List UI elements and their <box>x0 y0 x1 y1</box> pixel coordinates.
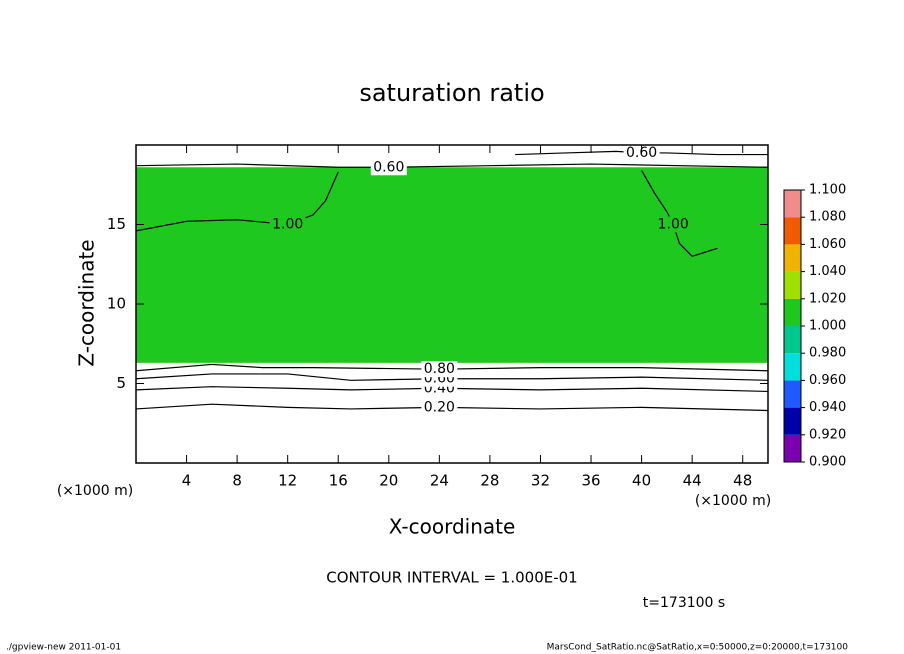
colorbar-label: 1.040 <box>809 264 846 279</box>
colorbar-label: 0.920 <box>809 427 846 442</box>
colorbar-label: 0.980 <box>809 346 846 361</box>
colorbar-label: 1.100 <box>809 183 846 198</box>
contour-line <box>135 363 769 372</box>
chart-title: saturation ratio <box>359 79 544 107</box>
x-tick-label: 40 <box>632 472 651 490</box>
x-tick-label: 44 <box>683 472 702 490</box>
x-tick-label: 36 <box>581 472 600 490</box>
colorbar-swatch <box>784 353 801 381</box>
contour-label-bg <box>421 399 458 416</box>
saturated-region <box>136 167 768 363</box>
x-unit: (×1000 m) <box>695 493 771 509</box>
colorbar-swatch <box>784 298 801 326</box>
colorbar-swatch <box>784 407 801 435</box>
colorbar-swatch <box>784 217 801 245</box>
colorbar-label: 1.020 <box>809 291 846 306</box>
contour-label: 0.80 <box>424 361 455 377</box>
colorbar-label: 1.080 <box>809 210 846 225</box>
contour-label: 1.00 <box>658 217 689 233</box>
y-tick-label: 5 <box>116 374 126 392</box>
colorbar-swatch <box>784 380 801 408</box>
contour-interval: CONTOUR INTERVAL = 1.000E-01 <box>326 569 577 587</box>
contour-label: 0.20 <box>424 399 455 415</box>
contour-line <box>135 163 769 168</box>
colorbar-swatch <box>784 434 801 462</box>
time-label: t=173100 s <box>643 595 725 611</box>
x-tick-label: 20 <box>379 472 398 490</box>
x-tick-label: 8 <box>232 472 242 490</box>
x-tick-label: 24 <box>430 472 449 490</box>
y-axis-label: Z-coordinate <box>75 239 99 366</box>
colorbar-label: 0.900 <box>809 455 846 470</box>
x-tick-label: 12 <box>278 472 297 490</box>
x-tick-label: 4 <box>182 472 192 490</box>
footer-right: MarsCond_SatRatio.nc@SatRatio,x=0:50000,… <box>547 643 849 653</box>
colorbar-swatch <box>784 244 801 272</box>
x-axis-label: X-coordinate <box>389 515 516 539</box>
contour-label-bg <box>655 216 692 233</box>
colorbar-label: 1.000 <box>809 319 846 334</box>
y-tick-label: 10 <box>107 295 126 313</box>
footer-left: ./gpview-new 2011-01-01 <box>6 643 121 653</box>
contour-line <box>135 403 769 412</box>
contour-label-bg <box>370 159 407 176</box>
x-tick-label: 32 <box>531 472 550 490</box>
colorbar-swatch <box>784 326 801 354</box>
x-tick-label: 16 <box>329 472 348 490</box>
contour-line <box>135 386 769 393</box>
colorbar-label: 0.960 <box>809 373 846 388</box>
y-unit: (×1000 m) <box>57 483 133 499</box>
contour-line <box>135 373 769 381</box>
x-tick-label: 28 <box>480 472 499 490</box>
colorbar-swatch <box>784 271 801 299</box>
colorbar-label: 1.060 <box>809 237 846 252</box>
contour-label: 0.60 <box>373 159 404 175</box>
contour-label: 1.00 <box>272 217 303 233</box>
contour-label-bg <box>269 216 306 233</box>
colorbar-label: 0.940 <box>809 400 846 415</box>
y-tick-label: 15 <box>107 215 126 233</box>
colorbar-swatch <box>784 190 801 218</box>
x-tick-label: 48 <box>733 472 752 490</box>
contour-label-bg <box>421 361 458 378</box>
